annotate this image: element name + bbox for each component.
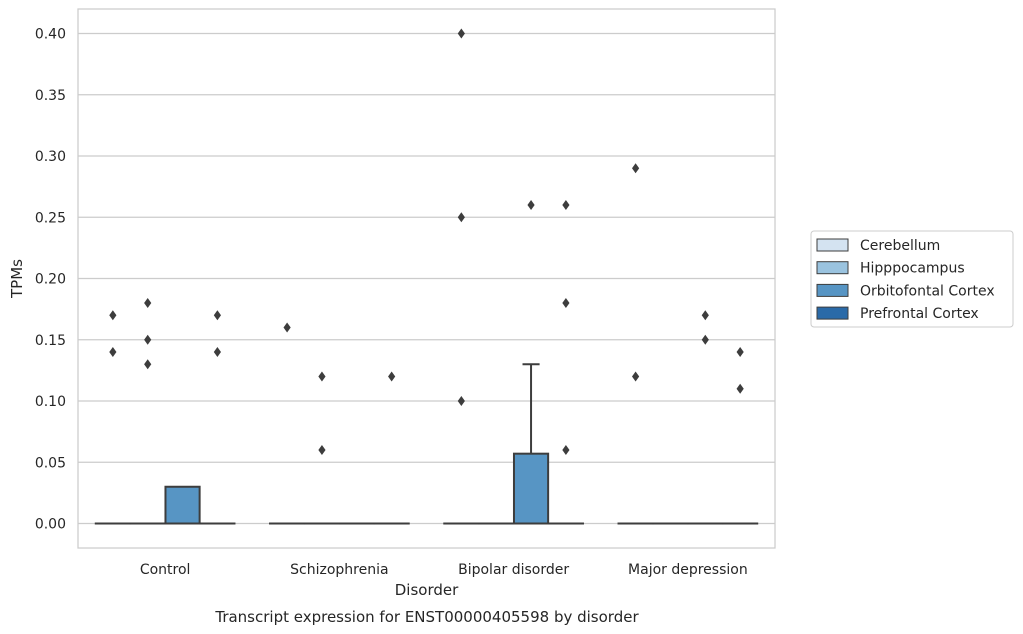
outlier-point (457, 212, 465, 223)
legend-label: Hipppocampus (860, 261, 965, 277)
outlier-point (736, 383, 744, 394)
outlier-point (283, 322, 291, 333)
outlier-point (632, 371, 640, 382)
legend-swatch (816, 238, 849, 252)
outlier-point (318, 371, 326, 382)
x-tick-label: Bipolar disorder (458, 562, 569, 578)
box (512, 452, 550, 525)
legend-frame (810, 230, 1014, 328)
y-tick-label: 0.10 (35, 394, 66, 410)
legend-swatch (816, 261, 849, 275)
y-tick-label: 0.15 (35, 333, 66, 349)
legend-swatch (816, 306, 849, 320)
legend: Cerebellum Hipppocampus Orbitofontal Corte… (810, 230, 1014, 328)
x-axis-label: Disorder (395, 581, 459, 599)
y-tick-label: 0.00 (35, 517, 66, 533)
y-tick-label: 0.25 (35, 210, 66, 226)
outlier-point (562, 298, 570, 308)
y-tick-label: 0.05 (35, 455, 66, 471)
grid-lines (78, 32, 775, 525)
outlier-point (109, 347, 117, 357)
x-tick-label: Control (140, 562, 191, 578)
plot-frame (77, 8, 776, 549)
x-tick-label: Schizophrenia (290, 562, 388, 578)
plot-area (94, 28, 759, 525)
x-tick-labels: Control Schizophrenia Bipolar disorder Majo… (140, 562, 748, 578)
box (164, 485, 201, 525)
legend-label: Cerebellum (860, 238, 940, 254)
outlier-point (701, 334, 709, 345)
x-tick-label: Major depression (628, 562, 748, 578)
y-axis-label: TPMs (8, 259, 26, 299)
outlier-point (457, 396, 465, 406)
outlier-point (736, 347, 744, 357)
outlier-point (144, 359, 152, 370)
outlier-point (388, 371, 396, 382)
y-tick-label: 0.40 (35, 27, 66, 43)
legend-label: Prefrontal Cortex (860, 306, 979, 322)
outlier-point (213, 347, 221, 357)
outlier-point (109, 310, 117, 321)
y-tick-labels: 0.00 0.05 0.10 0.15 0.20 0.25 0.30 0.35 0.40 (35, 27, 66, 533)
legend-swatch (816, 283, 849, 297)
y-tick-label: 0.35 (35, 88, 66, 104)
chart-caption: Transcript expression for ENST0000040559… (214, 608, 639, 626)
outlier-point (632, 163, 640, 174)
outlier-point (213, 310, 221, 321)
outlier-point (457, 28, 465, 39)
legend-label: Orbitofontal Cortex (860, 283, 995, 299)
outlier-point (701, 310, 709, 321)
y-tick-label: 0.30 (35, 149, 66, 165)
y-tick-label: 0.20 (35, 272, 66, 288)
outlier-point (562, 445, 570, 455)
outlier-point (527, 200, 535, 210)
outlier-point (318, 445, 326, 455)
outlier-point (562, 200, 570, 210)
outlier-point (144, 334, 152, 345)
outlier-point (144, 298, 152, 308)
